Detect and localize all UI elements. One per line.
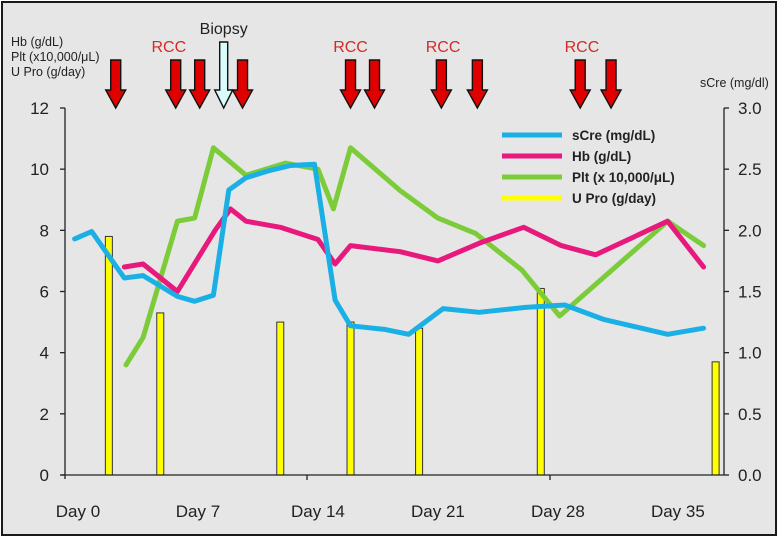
biopsy-arrow-icon [213,41,234,110]
upro-bar [104,235,113,476]
rcc-arrow-icon [430,59,453,110]
upro-bar [711,361,720,476]
axes: 0 2 4 6 8 10 12 0.0 0.5 1.0 1.5 2.0 2.5 3.0 Day 0 Day 7… [11,35,769,521]
left-axis-title: U Pro (g/day) [11,65,85,79]
right-tick-label: 0.5 [738,405,762,424]
x-tick-label: Day 7 [176,502,220,521]
event-arrows: RCC Biopsy RCC RCC RCC [104,21,623,110]
rcc-arrow-icon [599,59,623,110]
series-lines [72,145,707,368]
series-line-hb [121,206,707,294]
x-tick-label: Day 0 [56,502,100,521]
rcc-arrow-icon [339,59,362,110]
x-tick-label: Day 14 [291,502,345,521]
rcc-arrow-icon [466,59,489,110]
upro-bar [156,312,165,476]
rcc-label: RCC [565,39,600,56]
left-tick-label: 6 [40,283,49,302]
rcc-arrow-icon [164,59,187,110]
rcc-arrow-icon [569,59,592,110]
left-tick-label: 8 [40,221,49,240]
rcc-arrow-icon [104,59,127,110]
right-tick-label: 3.0 [738,99,762,118]
upro-bar [415,327,424,476]
rcc-label: RCC [152,39,187,56]
right-axis-title: sCre (mg/dl) [700,76,769,90]
right-tick-label: 2.0 [738,221,762,240]
legend-label: Hb (g/dL) [572,149,631,164]
biopsy-label: Biopsy [200,21,248,38]
left-tick-label: 12 [30,99,49,118]
rcc-label: RCC [333,39,368,56]
x-tick-label: Day 21 [411,502,465,521]
series-line-scre [72,161,707,337]
x-tick-label: Day 35 [651,502,705,521]
left-tick-label: 4 [40,344,49,363]
series-line-plt [123,145,707,368]
legend-label: Plt (x 10,000/μL) [572,170,675,185]
left-axis-title: Plt (x10,000/μL) [11,50,100,64]
left-tick-label: 10 [30,160,49,179]
left-tick-label: 0 [40,466,49,485]
right-tick-label: 0.0 [738,466,762,485]
x-tick-label: Day 28 [531,502,585,521]
rcc-label: RCC [426,39,461,56]
upro-bar [536,287,545,476]
rcc-arrow-icon [231,59,254,110]
right-tick-label: 1.0 [738,344,762,363]
right-tick-label: 1.5 [738,283,762,302]
rcc-arrow-icon [363,59,386,110]
rcc-arrow-icon [188,59,211,110]
right-tick-label: 2.5 [738,160,762,179]
legend-label: sCre (mg/dL) [572,128,655,143]
upro-bars [104,235,720,476]
left-axis-title: Hb (g/dL) [11,35,63,49]
legend: sCre (mg/dL) Hb (g/dL) Plt (x 10,000/μL) U … [502,128,675,206]
legend-label: U Pro (g/day) [572,191,656,206]
upro-bar [346,321,355,476]
upro-bar [276,321,285,476]
left-tick-label: 2 [40,405,49,424]
